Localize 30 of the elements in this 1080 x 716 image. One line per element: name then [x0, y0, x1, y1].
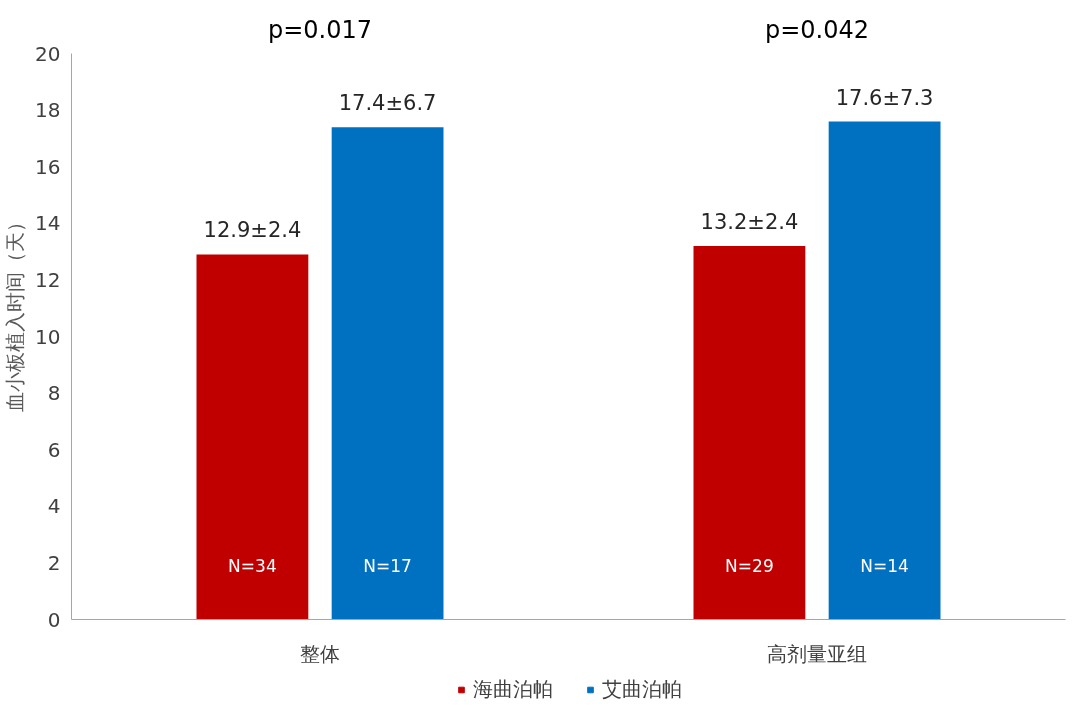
y-tick-label: 8 — [47, 381, 61, 406]
bar — [693, 246, 806, 620]
y-tick-label: 0 — [47, 607, 61, 632]
y-tick-label: 16 — [35, 154, 61, 179]
y-tick-label: 20 — [35, 41, 61, 66]
annotation: N=17 — [363, 555, 412, 576]
y-tick-label: 12 — [35, 267, 61, 292]
data-label: 12.9±2.4 — [203, 218, 302, 243]
legend-label: 海曲泊帕 — [473, 675, 553, 703]
y-tick-label: 6 — [47, 437, 61, 462]
legend-label: 艾曲泊帕 — [602, 675, 682, 703]
text: p=0.042 — [764, 15, 870, 44]
y-tick-label: 10 — [35, 324, 61, 349]
text: p=0.017 — [267, 15, 373, 44]
y-tick-label: 2 — [47, 550, 61, 575]
data-label: 17.4±6.7 — [338, 91, 437, 116]
y-tick-label: 4 — [47, 494, 61, 519]
y-tick-label: 14 — [35, 211, 61, 236]
annotation: N=34 — [228, 555, 277, 576]
x-tick-label: 整体 — [300, 641, 340, 666]
y-tick-label: 18 — [35, 98, 61, 123]
data-label: 13.2±2.4 — [700, 210, 799, 235]
y-axis-title: 血小板植入时间（天） — [3, 212, 28, 413]
bar — [828, 121, 941, 620]
bar — [331, 127, 444, 620]
annotation: N=14 — [860, 555, 909, 576]
bar — [196, 254, 309, 620]
data-label: 17.6±7.3 — [835, 85, 934, 110]
x-tick-label: 高剂量亚组 — [767, 641, 867, 666]
annotation: N=29 — [725, 555, 774, 576]
